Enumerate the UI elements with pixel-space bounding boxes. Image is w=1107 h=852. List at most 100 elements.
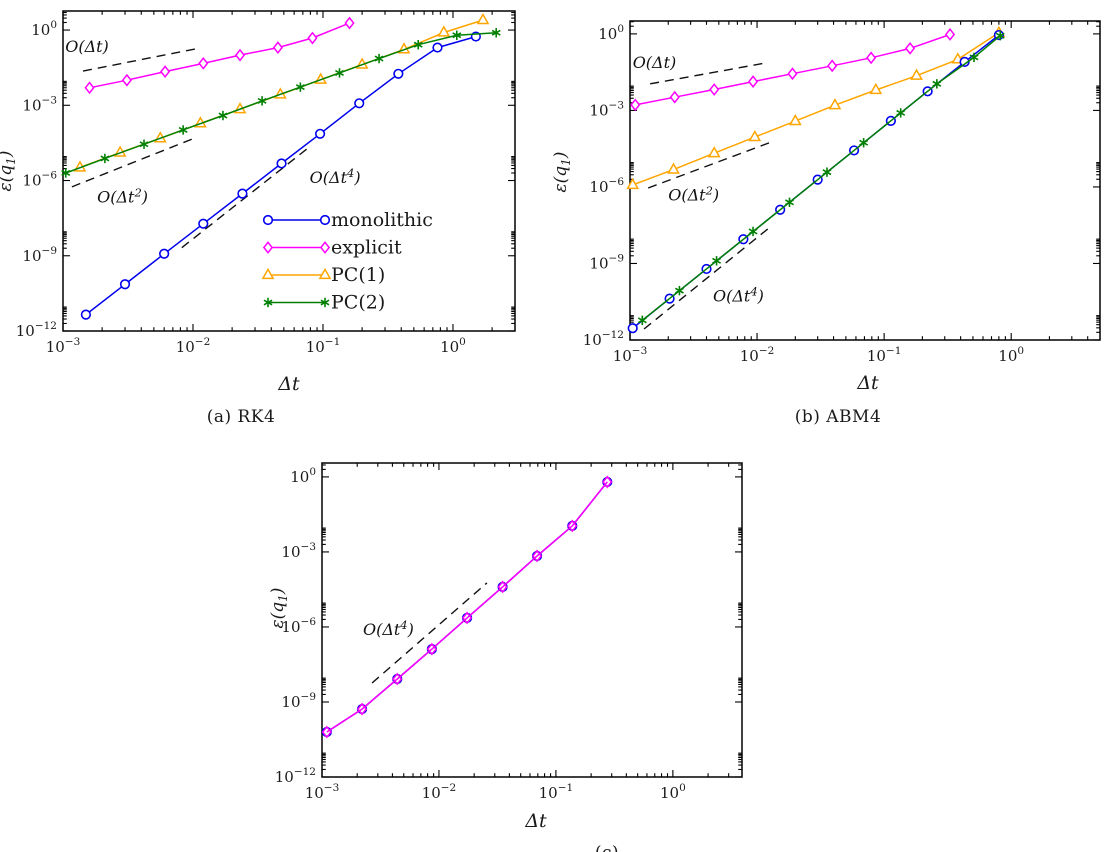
series-markers — [321, 475, 613, 739]
order-guide-label: O(Δt2) — [97, 186, 148, 207]
panel-a-guide-1: O(Δt2) — [71, 137, 196, 207]
panel-b-guide-1: O(Δt2) — [647, 140, 775, 204]
panel-b-guide-2: O(Δt4) — [643, 226, 771, 330]
panel-c-ylabel: ε(q1) — [268, 588, 290, 629]
series-markers — [637, 30, 1005, 326]
series-line — [632, 32, 1000, 186]
panel-b-ytick-labels: 100 10−3 10−6 10−9 10−12 — [583, 23, 625, 349]
panel-b-series-PC(1) — [626, 25, 1006, 190]
xtick-label-10e0: 100 — [998, 345, 1024, 365]
ytick-label-10e-6: 10−6 — [22, 170, 57, 190]
panel-a-ytick-labels: 100 10−3 10−6 10−9 10−12 — [16, 19, 58, 340]
series-line — [85, 35, 477, 316]
panel-a-series-explicit — [84, 16, 355, 95]
panel-c-series-monolithic — [321, 476, 613, 738]
panel-a-xlabel: Δt — [277, 373, 300, 395]
panel-a-ticks — [62, 11, 515, 332]
panel-a: 10−3 10−2 10−1 100 100 10−3 10−6 10−9 10−12 O(Δt)… — [0, 10, 516, 395]
series-markers — [80, 31, 481, 320]
caption-panel-c: (c) — [595, 843, 619, 852]
xtick-label-10e-1: 10−1 — [867, 345, 902, 365]
ytick-label-10e-6: 10−6 — [281, 616, 316, 636]
order-guide-label: O(Δt4) — [713, 284, 764, 305]
order-guide-label: O(Δt) — [65, 37, 109, 56]
ytick-label-10e0: 100 — [31, 19, 57, 39]
panel-a-xtick-labels: 10−3 10−2 10−1 100 — [46, 336, 466, 356]
legend-label: PC(2) — [331, 292, 385, 314]
order-guide-line — [71, 137, 196, 188]
order-guide-label: O(Δt4) — [310, 166, 361, 187]
series-markers — [84, 16, 355, 95]
ytick-label-10e-6: 10−6 — [589, 176, 624, 196]
panel-a-legend: monolithic explicit PC(1) PC(2) — [261, 209, 433, 314]
legend-item-pc2: PC(2) — [263, 292, 385, 314]
xtick-label-10e-2: 10−2 — [176, 336, 211, 356]
panel-b: 10−3 10−2 10−1 100 100 10−3 10−6 10−9 10−12 O(Δt)… — [551, 20, 1101, 394]
legend-item-monolithic: monolithic — [262, 209, 433, 231]
ytick-label-10e-9: 10−9 — [589, 252, 624, 272]
ytick-label-10e-12: 10−12 — [275, 766, 316, 786]
panel-b-ticks — [629, 21, 1100, 341]
legend-item-explicit: explicit — [262, 237, 402, 259]
panel-c-xlabel: Δt — [524, 810, 547, 832]
panel-a-series-monolithic — [80, 31, 481, 320]
xtick-label-10e-2: 10−2 — [422, 782, 457, 802]
panel-b-frame — [629, 20, 1101, 341]
order-guide-label: O(Δt2) — [668, 183, 719, 204]
caption-panel-a: (a) RK4 — [206, 407, 276, 427]
xtick-label-10e-3: 10−3 — [613, 345, 648, 365]
panel-c-guide-0: O(Δt4) — [363, 582, 488, 684]
panel-a-frame — [62, 10, 516, 332]
panel-c-ytick-labels: 100 10−3 10−6 10−9 10−12 — [275, 466, 317, 786]
order-guide-line — [643, 226, 771, 330]
panel-c-xtick-labels: 10−3 10−2 10−1 100 — [305, 782, 686, 802]
ytick-label-10e-9: 10−9 — [22, 245, 57, 265]
series-markers — [61, 28, 501, 178]
panel-a-ylabel: ε(q1) — [0, 151, 18, 192]
panel-a-guide-0: O(Δt) — [65, 37, 196, 72]
ytick-label-10e0: 100 — [598, 23, 624, 43]
panel-b-guide-0: O(Δt) — [633, 53, 767, 85]
xtick-label-10e-3: 10−3 — [46, 336, 81, 356]
series-markers — [630, 28, 956, 112]
xtick-label-10e0: 100 — [660, 782, 686, 802]
panel-a-guide-2: O(Δt4) — [181, 147, 361, 249]
legend-label: monolithic — [331, 209, 433, 231]
xtick-label-10e-1: 10−1 — [306, 336, 341, 356]
panel-b-xtick-labels: 10−3 10−2 10−1 100 — [613, 345, 1024, 365]
ytick-label-10e-3: 10−3 — [22, 94, 57, 114]
panel-c-series-explicit — [321, 475, 613, 739]
order-guide-line — [82, 48, 196, 72]
legend-item-pc1: PC(1) — [261, 264, 385, 286]
series-line — [65, 32, 497, 174]
order-guide-label: O(Δt) — [633, 53, 677, 72]
ytick-label-10e-3: 10−3 — [281, 541, 316, 561]
panel-b-ylabel: ε(q1) — [551, 152, 573, 193]
panel-b-xlabel: Δt — [856, 372, 879, 394]
panel-b-series-PC(2) — [637, 30, 1005, 326]
legend-label: PC(1) — [331, 264, 385, 286]
series-markers — [626, 25, 1006, 190]
ytick-label-10e-9: 10−9 — [281, 691, 316, 711]
panel-c-frame — [321, 462, 743, 778]
ytick-label-10e0: 100 — [290, 466, 316, 486]
series-markers — [321, 476, 613, 738]
panel-b-series-explicit — [630, 28, 956, 112]
ytick-label-10e-12: 10−12 — [16, 320, 57, 340]
panel-c: 10−3 10−2 10−1 100 100 10−3 10−6 10−9 10−12 O(Δt4… — [268, 462, 743, 832]
series-line — [326, 481, 608, 733]
caption-panel-b: (b) ABM4 — [794, 407, 882, 427]
order-guide-label: O(Δt4) — [363, 618, 414, 639]
xtick-label-10e-1: 10−1 — [539, 782, 574, 802]
order-guide-line — [371, 582, 488, 684]
panel-a-series-PC(2) — [61, 28, 501, 178]
legend-label: explicit — [331, 237, 402, 259]
series-line — [326, 481, 608, 733]
xtick-label-10e-2: 10−2 — [740, 345, 775, 365]
panel-c-ticks — [321, 463, 742, 778]
ytick-label-10e-3: 10−3 — [589, 99, 624, 119]
xtick-label-10e-3: 10−3 — [305, 782, 340, 802]
xtick-label-10e0: 100 — [440, 336, 466, 356]
